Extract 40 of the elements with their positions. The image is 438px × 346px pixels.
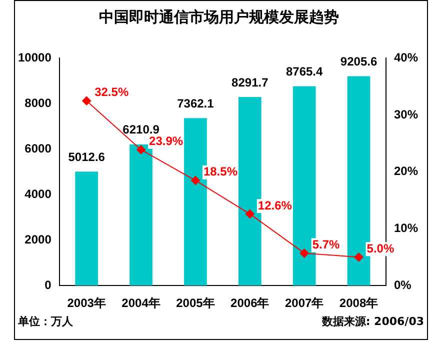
data-label: 5012.6 [68, 150, 106, 164]
x-tick-label: 2004年 [122, 296, 160, 310]
x-tick-label: 2006年 [230, 296, 270, 310]
data-label: 32.5% [94, 85, 129, 100]
x-tick-label: 2007年 [284, 296, 324, 310]
data-label: 7362.1 [177, 96, 214, 110]
y-tick-label: 2000 [24, 232, 52, 246]
y2-tick-label: 30% [394, 107, 418, 122]
y-tick-label: 0 [44, 278, 52, 292]
point [190, 176, 200, 185]
data-label: 12.6% [258, 198, 292, 212]
x-tick-label: 2008年 [339, 296, 378, 310]
data-label: 9205.6 [340, 54, 378, 69]
x-tick-label: 2005年 [176, 296, 215, 310]
data-label: 5.0% [366, 241, 394, 256]
point [300, 248, 309, 258]
source-note: 数据来源: 2006/03 [322, 314, 424, 329]
point [354, 252, 364, 262]
y-tick-label: 10000 [18, 50, 52, 65]
y-tick-label: 4000 [24, 186, 52, 201]
data-label: 6210.9 [122, 122, 160, 137]
y-tick-label: 8000 [24, 96, 52, 110]
text: 单位：万人 [18, 314, 73, 329]
y2-tick-label: 40% [394, 50, 418, 65]
y2-tick-label: 0% [394, 278, 412, 292]
point [82, 96, 92, 106]
bar [130, 144, 152, 286]
data-label: 8291.7 [232, 75, 269, 90]
point [245, 209, 254, 218]
chart-title: 中国即时通信市场用户规模发展趋势 [98, 8, 340, 27]
x-tick-label: 2003年 [67, 296, 106, 310]
data-label: 8765.4 [286, 64, 324, 79]
data-label: 23.9% [149, 134, 184, 148]
y2-tick-label: 10% [394, 221, 418, 236]
data-label: 18.5% [203, 164, 238, 179]
y2-tick-label: 20% [394, 164, 418, 178]
point [136, 145, 146, 154]
data-label: 5.7% [312, 238, 340, 252]
y-tick-label: 6000 [24, 141, 52, 156]
bar [75, 172, 98, 286]
